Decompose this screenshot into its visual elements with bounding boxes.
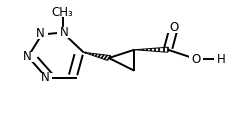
Text: N: N <box>36 27 45 40</box>
Bar <box>38 73 52 83</box>
Text: N: N <box>59 26 68 39</box>
Bar <box>34 29 48 39</box>
Bar <box>214 54 228 64</box>
Bar <box>20 52 34 62</box>
Text: N: N <box>22 50 31 63</box>
Text: O: O <box>169 21 178 34</box>
Text: CH₃: CH₃ <box>52 6 73 19</box>
Text: N: N <box>41 71 50 84</box>
Bar <box>167 22 181 32</box>
Bar <box>189 54 203 64</box>
Text: *: * <box>84 51 88 57</box>
Bar <box>56 7 69 17</box>
Text: H: H <box>217 53 225 66</box>
Text: O: O <box>191 53 200 66</box>
Bar <box>57 27 71 38</box>
